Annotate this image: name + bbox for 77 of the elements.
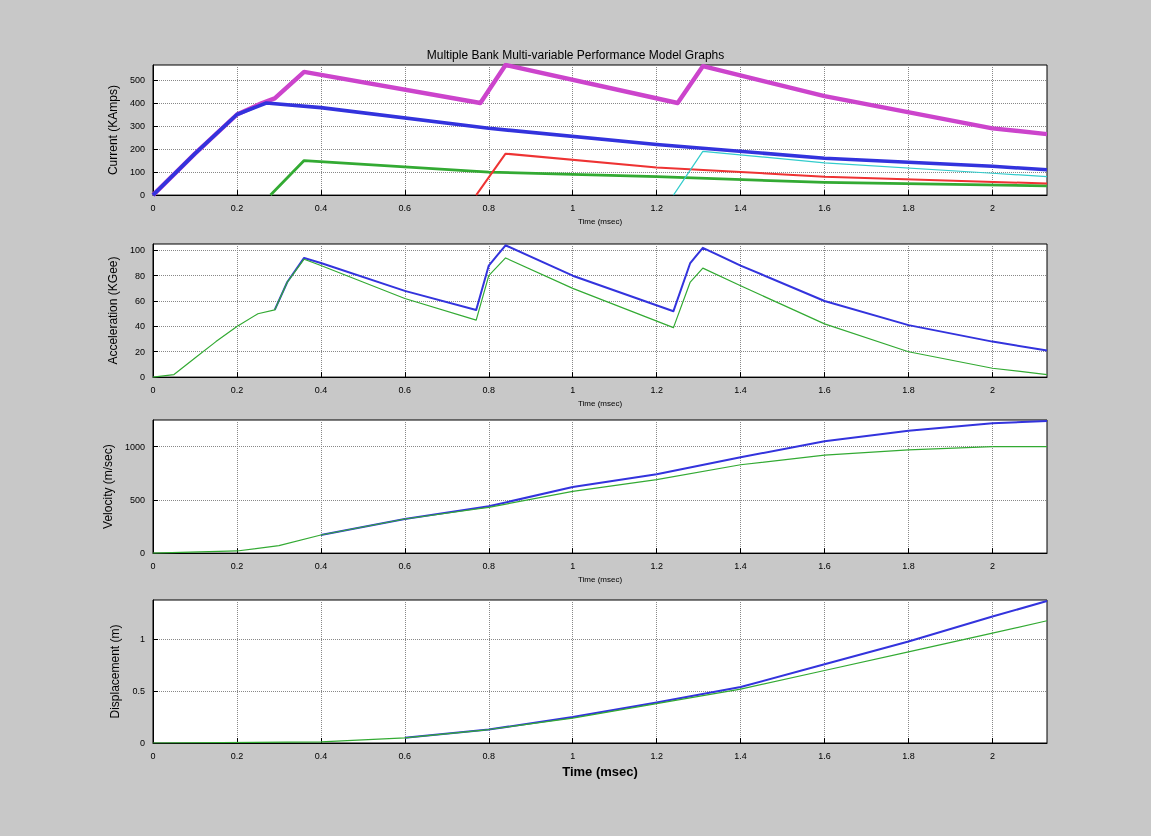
x-tick-label: 0.6 [398,560,412,571]
line-series [475,152,1048,197]
y-axis-title: Velocity (m/sec) [101,444,116,529]
y-axis-title: Current (KAmps) [106,85,121,176]
y-axis-title: Acceleration (KGee) [106,256,121,365]
y-tick-label: 0 [139,190,145,201]
x-tick-label: 1.4 [734,560,747,571]
chart-title: Multiple Bank Multi-variable Performance Model Graphs [426,48,725,62]
x-tick-label: 0.2 [230,384,244,395]
x-tick-label: 0.8 [482,560,496,571]
y-tick-label: 0 [139,738,145,748]
x-tick-label: 0.8 [482,384,496,395]
x-tick-label: 2 [989,384,995,395]
y-tick-label: 40 [134,321,145,332]
x-tick-label: 1.8 [902,384,915,395]
y-tick-label: 1 [139,634,145,645]
x-axis-title: Time (msec) [562,764,638,779]
x-tick-label: 0.6 [398,384,412,395]
x-tick-label: 1.4 [734,384,747,395]
x-tick-label: 0.2 [230,750,244,761]
y-tick-label: 0 [139,548,145,559]
y-tick-label: 400 [129,97,145,108]
x-tick-label: 0 [150,750,156,761]
x-tick-label: 0.2 [230,202,244,213]
y-tick-label: 500 [129,74,145,85]
x-tick-label: 1.6 [818,750,831,761]
x-tick-label: 1.2 [650,560,663,571]
x-tick-label: 1.4 [734,750,747,761]
y-tick-label: 60 [134,296,145,307]
x-tick-label: 0.8 [482,202,496,213]
x-tick-label: 1.4 [734,202,747,213]
y-tick-label: 0 [139,372,145,383]
x-tick-label: 0.4 [314,560,328,571]
x-tick-label: 0.2 [230,560,244,571]
line-series [403,600,1048,739]
x-tick-label: 1 [570,750,576,761]
x-tick-label: 1.8 [902,750,915,761]
x-tick-label: 0.6 [398,750,412,761]
y-tick-label: 200 [129,144,145,155]
x-tick-label: 0.6 [398,202,412,213]
x-tick-label: 1.6 [818,202,831,213]
x-axis-title: Time (msec) [577,574,623,584]
x-tick-label: 0.4 [314,750,328,761]
x-tick-label: 0 [150,384,156,395]
x-tick-label: 1.6 [818,560,831,571]
line-series [269,159,1049,197]
y-tick-label: 300 [129,121,145,132]
x-tick-label: 2 [989,202,995,213]
y-tick-label: 100 [129,167,145,178]
x-tick-label: 2 [989,750,995,761]
x-tick-label: 0.4 [314,384,328,395]
x-tick-label: 1.8 [902,560,915,571]
x-tick-label: 2 [989,560,995,571]
x-tick-label: 0.4 [314,202,328,213]
x-axis-title: Time (msec) [577,216,623,226]
line-series [319,420,1048,536]
x-axis-title: Time (msec) [577,398,623,408]
y-tick-label: 80 [134,270,145,281]
x-tick-label: 0 [150,202,156,213]
x-tick-label: 1 [570,202,576,213]
x-tick-label: 1.2 [650,384,663,395]
x-tick-label: 1 [570,384,576,395]
y-tick-label: 0.5 [132,686,145,697]
y-tick-label: 100 [129,245,145,256]
y-tick-label: 20 [134,346,145,357]
x-tick-label: 0 [150,560,156,571]
x-tick-label: 1.2 [650,750,663,761]
y-tick-label: 500 [129,494,145,505]
x-tick-label: 1.8 [902,202,915,213]
x-tick-label: 1.2 [650,202,663,213]
x-tick-label: 1 [570,560,576,571]
y-axis-title: Displacement (m) [108,624,122,719]
x-tick-label: 0.8 [482,750,496,761]
line-series [273,244,1048,352]
line-series [672,150,1048,196]
x-tick-label: 1.6 [818,384,831,395]
y-tick-label: 1000 [124,441,145,452]
